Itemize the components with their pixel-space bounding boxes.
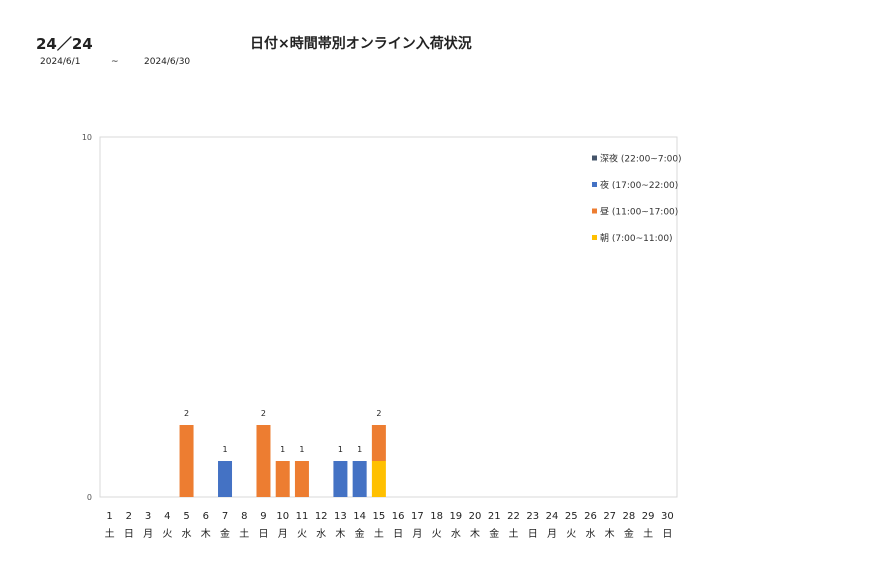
bar-segment bbox=[275, 461, 290, 497]
data-label: 1 bbox=[280, 445, 285, 454]
x-weekday-label: 木 bbox=[335, 528, 345, 540]
x-weekday-label: 土 bbox=[509, 527, 519, 540]
x-weekday-label: 木 bbox=[201, 528, 211, 540]
legend-swatch bbox=[592, 182, 597, 187]
x-tick-label: 7 bbox=[222, 511, 228, 522]
legend-label: 夜 (17:00~22:00) bbox=[600, 179, 678, 191]
x-tick-label: 21 bbox=[488, 511, 501, 522]
y-tick-label: 10 bbox=[82, 133, 92, 142]
x-tick-label: 16 bbox=[392, 511, 405, 522]
data-label: 1 bbox=[222, 445, 227, 454]
x-weekday-label: 金 bbox=[355, 527, 365, 540]
x-tick-label: 24 bbox=[546, 511, 559, 522]
x-weekday-label: 月 bbox=[278, 528, 288, 540]
date-to: 2024/6/30 bbox=[144, 57, 191, 67]
x-weekday-label: 日 bbox=[258, 529, 268, 540]
bar-segment bbox=[352, 461, 367, 497]
x-tick-label: 19 bbox=[449, 511, 462, 522]
x-weekday-label: 木 bbox=[470, 528, 480, 540]
x-weekday-label: 土 bbox=[105, 527, 115, 540]
legend-swatch bbox=[592, 155, 597, 161]
x-tick-label: 4 bbox=[164, 511, 170, 522]
x-tick-label: 23 bbox=[526, 511, 539, 522]
x-tick-label: 11 bbox=[296, 511, 309, 522]
x-tick-label: 15 bbox=[373, 511, 386, 522]
data-label: 1 bbox=[357, 445, 362, 454]
data-label: 1 bbox=[338, 445, 343, 454]
x-weekday-label: 火 bbox=[297, 528, 307, 540]
legend-label: 昼 (11:00~17:00) bbox=[600, 207, 678, 218]
plot-area bbox=[99, 136, 678, 498]
bar-segment bbox=[371, 425, 386, 461]
x-tick-label: 1 bbox=[106, 511, 112, 522]
x-tick-label: 26 bbox=[584, 511, 597, 522]
date-from: 2024/6/1 bbox=[40, 57, 81, 67]
x-weekday-label: 日 bbox=[393, 529, 403, 540]
data-label: 2 bbox=[184, 409, 189, 418]
bar-segment bbox=[218, 461, 233, 497]
legend-label: 朝 (7:00~11:00) bbox=[600, 233, 673, 244]
bar-segment bbox=[256, 425, 271, 497]
x-tick-label: 18 bbox=[430, 511, 443, 522]
x-weekday-label: 水 bbox=[451, 528, 461, 540]
x-weekday-label: 土 bbox=[643, 527, 653, 540]
x-weekday-label: 日 bbox=[124, 529, 134, 540]
x-tick-label: 10 bbox=[276, 511, 289, 522]
x-tick-label: 25 bbox=[565, 511, 578, 522]
x-weekday-label: 土 bbox=[374, 527, 384, 540]
x-tick-label: 30 bbox=[661, 511, 674, 522]
date-separator: ~ bbox=[111, 57, 119, 67]
x-tick-label: 14 bbox=[353, 511, 366, 522]
x-weekday-label: 日 bbox=[528, 529, 538, 540]
x-tick-label: 5 bbox=[183, 511, 189, 522]
bar-segment bbox=[371, 461, 386, 497]
x-weekday-label: 水 bbox=[585, 528, 595, 540]
x-tick-label: 29 bbox=[642, 511, 655, 522]
x-tick-label: 13 bbox=[334, 511, 347, 522]
x-weekday-label: 日 bbox=[662, 529, 672, 540]
x-weekday-label: 土 bbox=[239, 527, 249, 540]
x-weekday-label: 金 bbox=[624, 527, 634, 540]
x-tick-label: 6 bbox=[203, 511, 209, 522]
x-weekday-label: 火 bbox=[162, 528, 172, 540]
x-tick-label: 8 bbox=[241, 511, 247, 522]
x-weekday-label: 木 bbox=[605, 528, 615, 540]
legend-swatch bbox=[592, 235, 597, 240]
x-weekday-label: 月 bbox=[412, 528, 422, 540]
x-tick-label: 17 bbox=[411, 511, 424, 522]
x-tick-label: 28 bbox=[623, 511, 636, 522]
x-weekday-label: 火 bbox=[566, 528, 576, 540]
data-label: 2 bbox=[261, 409, 266, 418]
x-weekday-label: 火 bbox=[432, 528, 442, 540]
x-weekday-label: 金 bbox=[489, 527, 499, 540]
x-weekday-label: 月 bbox=[547, 528, 557, 540]
data-label: 2 bbox=[376, 409, 381, 418]
bar-segment bbox=[333, 461, 348, 497]
x-tick-label: 9 bbox=[260, 511, 266, 522]
legend-label: 深夜 (22:00~7:00) bbox=[600, 153, 682, 165]
x-tick-label: 3 bbox=[145, 511, 151, 522]
x-tick-label: 20 bbox=[469, 511, 482, 522]
legend-swatch bbox=[592, 208, 597, 214]
x-tick-label: 27 bbox=[603, 511, 616, 522]
chart-code: 24／24 bbox=[36, 35, 93, 53]
x-weekday-label: 金 bbox=[220, 527, 230, 540]
x-weekday-label: 月 bbox=[143, 528, 153, 540]
x-tick-label: 12 bbox=[315, 511, 328, 522]
data-label: 1 bbox=[299, 445, 304, 454]
bar-segment bbox=[294, 461, 309, 497]
x-tick-label: 22 bbox=[507, 511, 520, 522]
x-weekday-label: 水 bbox=[182, 528, 192, 540]
x-tick-label: 2 bbox=[126, 511, 132, 522]
y-tick-label: 0 bbox=[87, 493, 92, 502]
chart-title: 日付×時間帯別オンライン入荷状況 bbox=[250, 36, 472, 52]
x-weekday-label: 水 bbox=[316, 528, 326, 540]
bar-segment bbox=[179, 425, 194, 497]
